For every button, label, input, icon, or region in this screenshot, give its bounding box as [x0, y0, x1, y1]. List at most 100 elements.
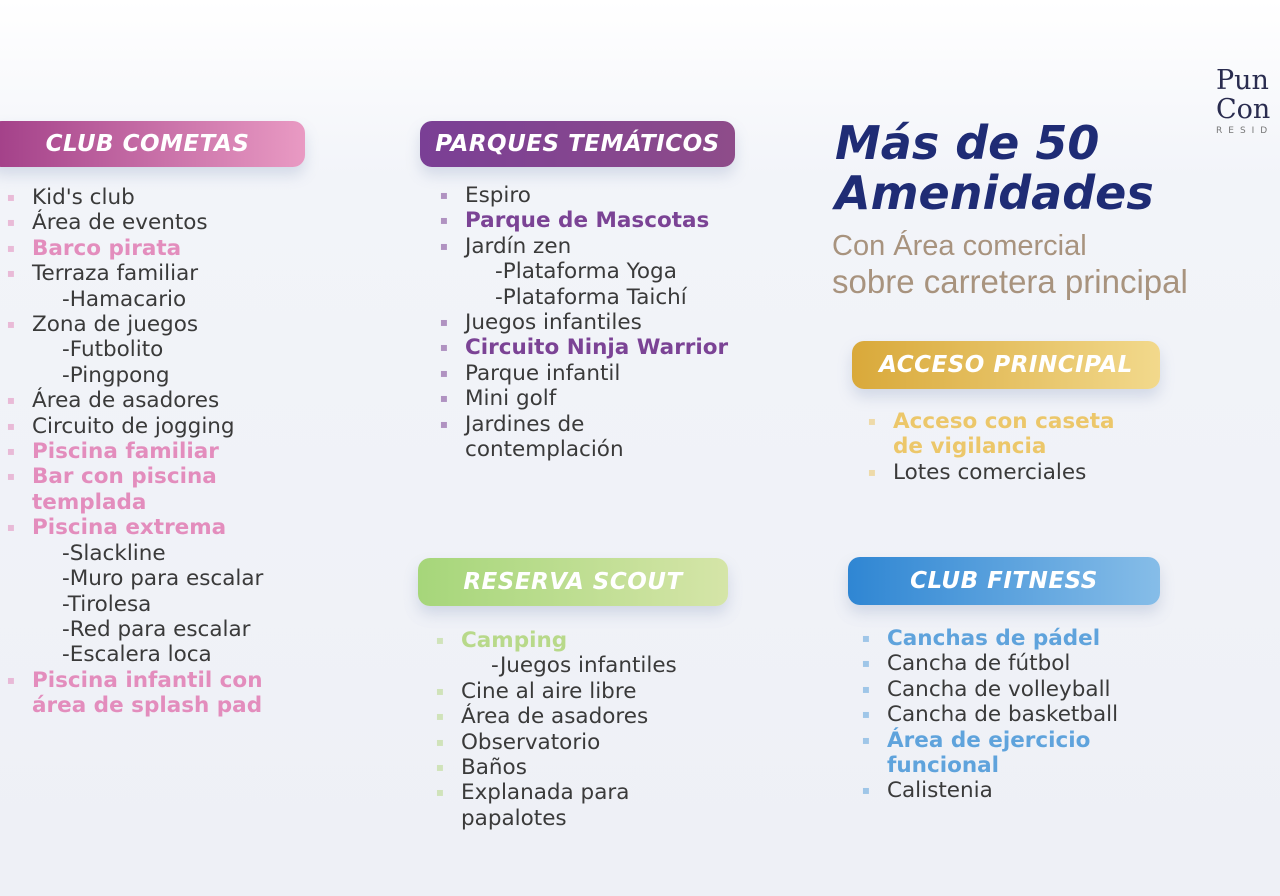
list-item: ▪ Barco pirata [7, 236, 263, 261]
list-item-label: funcional [887, 753, 1000, 779]
list-item: ▪ Cancha de volleyball [862, 677, 1118, 702]
list-item-label: Área de asadores [32, 388, 220, 414]
list-item-label: -Hamacario [62, 286, 187, 312]
list-club-cometas: ▪ Kid's club ▪ Área de eventos ▪ Barco pirata… [7, 185, 263, 719]
calisthenics-icon: ▪ [861, 783, 871, 798]
list-item: templada [32, 490, 263, 515]
list-item: funcional [887, 753, 1118, 778]
grill-icon: ▪ [6, 393, 16, 408]
guardhouse-icon: ▪ [867, 414, 877, 428]
list-item-label: Lotes comerciales [893, 459, 1087, 485]
list-item: ▪ Área de eventos [7, 210, 263, 236]
section-header-club-cometas: CLUB COMETAS [0, 121, 305, 167]
list-acceso: ▪ Acceso con caseta de vigilancia ▪ Lotes co… [868, 409, 1115, 485]
soccer-icon: ▪ [861, 656, 871, 671]
list-item-label: Piscina extrema [32, 515, 227, 541]
list-item-label: Baños [461, 755, 527, 781]
section-label: PARQUES TEMÁTICOS [435, 131, 720, 157]
kids-icon: ▪ [6, 190, 16, 204]
tent-icon: ▪ [435, 633, 445, 647]
list-item: ▪ Camping [436, 628, 677, 653]
pool-icon: ▪ [6, 444, 16, 459]
list-item: ▪ Área de asadores [436, 704, 677, 729]
list-item: ▪ Parque de Mascotas [440, 208, 728, 234]
list-item: -Hamacario [32, 287, 263, 312]
list-item-label: -Futbolito [62, 337, 164, 363]
list-item-label: -Plataforma Yoga [495, 259, 677, 285]
list-item: -Juegos infantiles [461, 653, 677, 678]
events-icon: ▪ [6, 215, 16, 230]
list-item: ▪ Lotes comerciales [868, 459, 1115, 485]
logo-line: Pun [1216, 65, 1269, 96]
list-item: ▪ Cancha de fútbol [862, 651, 1118, 676]
golf-icon: ▪ [439, 391, 449, 406]
list-item-label: -Juegos infantiles [491, 653, 677, 679]
list-reserva: ▪ Camping -Juegos infantiles ▪ Cine al aire … [436, 628, 677, 831]
list-item: ▪ Explanada para [436, 780, 677, 805]
list-item-label: -Slackline [62, 540, 166, 566]
list-item-label: -Red para escalar [62, 616, 251, 642]
kite-icon: ▪ [435, 785, 445, 800]
list-item-label: de vigilancia [893, 434, 1047, 460]
list-item: ▪ Área de asadores [7, 388, 263, 414]
pet-icon: ▪ [439, 213, 449, 228]
list-item-label: área de splash pad [32, 693, 263, 719]
list-item-label: Jardín zen [465, 233, 572, 259]
section-label: CLUB COMETAS [45, 131, 250, 157]
list-item-label: Área de eventos [32, 210, 208, 236]
list-item: -Plataforma Taichí [465, 285, 728, 310]
list-item: -Muro para escalar [32, 566, 263, 591]
list-item: papalotes [461, 806, 677, 831]
list-item-label: papalotes [461, 805, 567, 831]
basketball-icon: ▪ [861, 707, 871, 722]
section-header-fitness: CLUB FITNESS [848, 557, 1160, 605]
exercise-icon: ▪ [861, 732, 871, 747]
list-item-label: Bar con piscina [32, 464, 217, 490]
list-item: -Red para escalar [32, 617, 263, 642]
list-item-label: Parque infantil [465, 360, 621, 386]
list-item: ▪ Juegos infantiles [440, 310, 728, 336]
store-icon: ▪ [867, 464, 877, 479]
restroom-icon: ▪ [435, 760, 445, 775]
list-item: ▪ Parque infantil [440, 360, 728, 386]
list-item: -Futbolito [32, 337, 263, 362]
list-item: ▪ Circuito Ninja Warrior [440, 335, 729, 361]
list-item: -Pingpong [32, 363, 263, 388]
list-item: ▪ Observatorio [436, 730, 677, 755]
list-item: -Plataforma Yoga [465, 259, 728, 284]
logo-tagline: RESID [1216, 126, 1274, 136]
spiral-icon: ▪ [439, 188, 449, 202]
list-item: ▪ Espiro [440, 183, 728, 208]
flower-icon: ▪ [439, 416, 449, 431]
pool-icon: ▪ [6, 520, 16, 535]
games-icon: ▪ [6, 317, 16, 332]
list-item: ▪ Circuito de jogging [7, 414, 263, 439]
page-title: Más de 50 Amenidades [835, 118, 1154, 218]
section-header-parques: PARQUES TEMÁTICOS [420, 121, 735, 167]
list-item-label: templada [32, 489, 147, 515]
list-item: ▪ Acceso con caseta [868, 409, 1115, 434]
playground-icon: ▪ [439, 315, 449, 330]
list-item: área de splash pad [32, 693, 263, 718]
list-item-label: -Plataforma Taichí [495, 284, 687, 310]
list-fitness: ▪ Canchas de pádel ▪ Cancha de fútbol ▪ Canch… [862, 626, 1118, 804]
zen-icon: ▪ [439, 238, 449, 253]
list-item-label: Parque de Mascotas [465, 208, 710, 234]
list-item-label: Camping [461, 628, 568, 653]
list-item-label: Circuito Ninja Warrior [465, 335, 729, 361]
telescope-icon: ▪ [435, 734, 445, 749]
list-item-label: -Escalera loca [62, 642, 212, 668]
section-header-reserva: RESERVA SCOUT [418, 558, 728, 606]
list-item: ▪ Zona de juegos [7, 312, 263, 337]
list-item-label: Piscina familiar [32, 439, 219, 465]
list-item: ▪ Piscina extrema [7, 515, 263, 541]
list-item-label: Juegos infantiles [465, 310, 642, 336]
grill-icon: ▪ [435, 709, 445, 724]
subtitle-line: Con Área comercial [832, 230, 1087, 262]
list-item: ▪ Baños [436, 755, 677, 781]
list-item: ▪ Piscina infantil con [7, 668, 263, 693]
title-line: Amenidades [835, 166, 1154, 220]
list-item: -Escalera loca [32, 642, 263, 667]
list-item-label: Acceso con caseta [893, 409, 1115, 434]
list-item-label: Jardines de [465, 411, 585, 437]
